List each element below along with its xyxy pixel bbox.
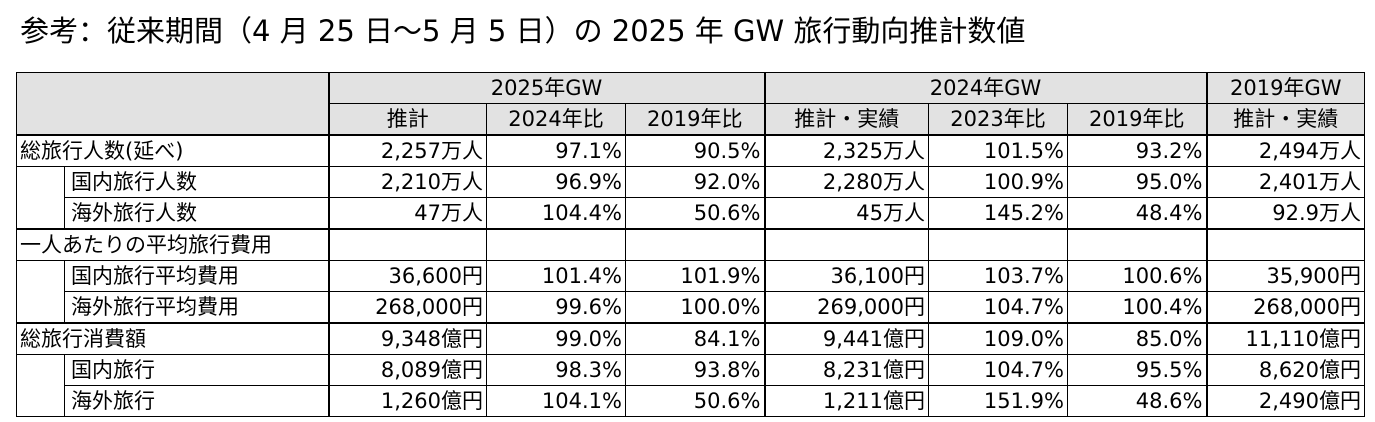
table-cell: 101.9%	[625, 260, 765, 292]
table-cell: 103.7%	[928, 260, 1068, 292]
table-cell: 93.8%	[625, 354, 765, 386]
table-row: 一人あたりの平均旅行費用	[16, 228, 1365, 261]
gw-travel-table: 2025年GW 2024年GW 2019年GW 推計 2024年比 2019年比…	[16, 72, 1365, 417]
table-cell: 104.1%	[486, 385, 626, 417]
table-cell: 98.3%	[486, 354, 626, 386]
table-cell: 95.5%	[1067, 354, 1207, 386]
table-cell: 151.9%	[928, 385, 1068, 417]
table-cell: 100.4%	[1067, 291, 1207, 324]
table-cell: 104.7%	[928, 291, 1068, 324]
indent-spacer	[16, 354, 65, 417]
table-cell: 2,494万人	[1205, 134, 1365, 167]
row-label: 海外旅行人数	[64, 197, 329, 230]
table-cell: 50.6%	[625, 197, 765, 230]
header-group-row: 2025年GW 2024年GW 2019年GW	[16, 72, 1365, 136]
table-row: 国内旅行平均費用 36,600円 101.4% 101.9% 36,100円 1…	[16, 260, 1365, 323]
table-cell: 1,260億円	[327, 385, 487, 417]
table-cell: 99.0%	[486, 322, 626, 355]
table-cell: 269,000円	[763, 291, 929, 324]
row-label: 海外旅行平均費用	[64, 291, 329, 324]
table-cell: 11,110億円	[1205, 322, 1365, 355]
col-header: 2019年比	[1067, 103, 1207, 136]
table-cell: 2,257万人	[327, 134, 487, 167]
table-cell: 45万人	[763, 197, 929, 230]
table-cell: 90.5%	[625, 134, 765, 167]
table-row: 国内旅行人数 2,210万人 96.9% 92.0% 2,280万人 100.9…	[16, 166, 1365, 229]
table-cell: 35,900円	[1205, 260, 1365, 292]
table-cell: 93.2%	[1067, 134, 1207, 167]
table-cell: 36,600円	[327, 260, 487, 292]
table-cell: 145.2%	[928, 197, 1068, 230]
col-header: 推計・実績	[763, 103, 929, 136]
table-cell: 99.6%	[486, 291, 626, 324]
table-cell: 100.6%	[1067, 260, 1207, 292]
table-row: 海外旅行平均費用 268,000円 99.6% 100.0% 269,000円 …	[17, 291, 1365, 324]
table-row: 国内旅行 8,089億円 98.3% 93.8% 8,231億円 104.7% …	[16, 354, 1365, 417]
row-label: 国内旅行人数	[64, 166, 329, 198]
table-cell: 2,401万人	[1205, 166, 1365, 198]
table-cell: 50.6%	[625, 385, 765, 417]
table-cell: 104.7%	[928, 354, 1068, 386]
table-cell: 2,490億円	[1205, 385, 1365, 417]
table-cell: 101.4%	[486, 260, 626, 292]
indent-spacer	[16, 166, 65, 229]
table-cell: 95.0%	[1067, 166, 1207, 198]
group-2025: 2025年GW	[327, 72, 765, 104]
col-header: 推計	[327, 103, 487, 136]
table-cell: 100.9%	[928, 166, 1068, 198]
table-cell	[928, 228, 1068, 261]
group-2024: 2024年GW	[763, 72, 1207, 104]
table-cell: 104.4%	[486, 197, 626, 230]
table-cell: 47万人	[327, 197, 487, 230]
table-cell: 100.0%	[625, 291, 765, 324]
indent-spacer	[16, 260, 65, 323]
section-label: 総旅行消費額	[16, 322, 329, 355]
table-cell	[486, 228, 626, 261]
table-cell	[327, 228, 487, 261]
table-cell: 36,100円	[763, 260, 929, 292]
table-cell: 92.0%	[625, 166, 765, 198]
table-cell: 101.5%	[928, 134, 1068, 167]
table-cell: 2,280万人	[763, 166, 929, 198]
table-row: 総旅行人数(延べ) 2,257万人 97.1% 90.5% 2,325万人 10…	[16, 134, 1365, 167]
col-header: 2024年比	[486, 103, 626, 136]
table-cell: 84.1%	[625, 322, 765, 355]
table-cell: 97.1%	[486, 134, 626, 167]
col-header: 2023年比	[928, 103, 1068, 136]
table-cell: 1,211億円	[763, 385, 929, 417]
col-header: 推計・実績	[1205, 103, 1365, 136]
section-label: 一人あたりの平均旅行費用	[16, 228, 329, 261]
table-row: 海外旅行人数 47万人 104.4% 50.6% 45万人 145.2% 48.…	[17, 197, 1365, 230]
table-cell: 9,441億円	[763, 322, 929, 355]
table-cell: 2,210万人	[327, 166, 487, 198]
table-cell	[1205, 228, 1365, 261]
section-label: 総旅行人数(延べ)	[16, 134, 329, 167]
header-corner	[16, 72, 329, 136]
header-column-row: 推計 2024年比 2019年比 推計・実績 2023年比 2019年比 推計・…	[17, 103, 1365, 136]
row-label: 海外旅行	[64, 385, 329, 417]
col-header: 2019年比	[625, 103, 765, 136]
table-cell: 92.9万人	[1205, 197, 1365, 230]
table-cell: 8,089億円	[327, 354, 487, 386]
table-cell	[763, 228, 929, 261]
row-label: 国内旅行	[64, 354, 329, 386]
table-cell: 8,620億円	[1205, 354, 1365, 386]
group-2019: 2019年GW	[1205, 72, 1365, 104]
table-cell: 48.6%	[1067, 385, 1207, 417]
table-cell: 268,000円	[1205, 291, 1365, 324]
page-title: 参考：従来期間（4 月 25 日～5 月 5 日）の 2025 年 GW 旅行動…	[20, 14, 1026, 48]
table-row: 総旅行消費額 9,348億円 99.0% 84.1% 9,441億円 109.0…	[16, 322, 1365, 355]
table-cell: 9,348億円	[327, 322, 487, 355]
table-row: 海外旅行 1,260億円 104.1% 50.6% 1,211億円 151.9%…	[17, 385, 1365, 417]
table-cell	[1067, 228, 1207, 261]
row-label: 国内旅行平均費用	[64, 260, 329, 292]
table-cell: 96.9%	[486, 166, 626, 198]
table-cell: 268,000円	[327, 291, 487, 324]
table-cell: 2,325万人	[763, 134, 929, 167]
table-cell	[625, 228, 765, 261]
table-cell: 8,231億円	[763, 354, 929, 386]
table-cell: 85.0%	[1067, 322, 1207, 355]
table-cell: 48.4%	[1067, 197, 1207, 230]
table-cell: 109.0%	[928, 322, 1068, 355]
